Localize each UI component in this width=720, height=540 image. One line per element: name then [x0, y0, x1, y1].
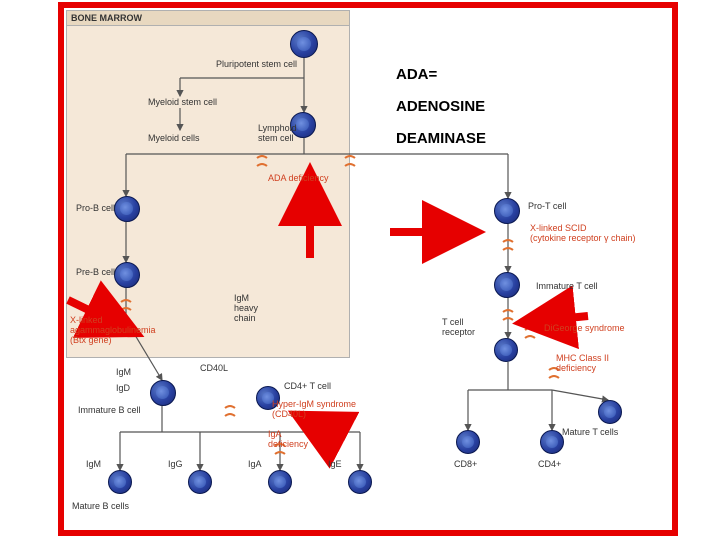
cell-mature-b1 [108, 470, 132, 494]
cell-label-mature-t: Mature T cells [562, 428, 618, 438]
cell-label-pluripotent: Pluripotent stem cell [216, 60, 297, 70]
label-19: MHC Class IIdeficiency [556, 354, 609, 374]
label-9: Hyper-IgM syndrome(CD40L) [272, 400, 356, 420]
cell-tcr-node [494, 338, 518, 362]
label-14: IgE [328, 460, 342, 470]
label-13: IgA [248, 460, 262, 470]
label-3: X-linkedagammaglobulinemia(Btx gene) [70, 316, 156, 346]
label-20: CD8+ [454, 460, 477, 470]
annotation-line1: ADA= [396, 66, 437, 83]
label-17: T cellreceptor [442, 318, 475, 338]
label-12: IgG [168, 460, 183, 470]
cell-pro-b [114, 196, 140, 222]
label-8: CD4+ T cell [284, 382, 331, 392]
cell-mature-t [598, 400, 622, 424]
label-16: X-linked SCID(cytokine receptor γ chain) [530, 224, 636, 244]
label-1: Myeloid cells [148, 134, 200, 144]
label-15: Mature B cells [72, 502, 129, 512]
bone-marrow-panel: BONE MARROW [66, 10, 350, 358]
label-5: CD40L [200, 364, 228, 374]
annotation-line2: ADENOSINE [396, 98, 485, 115]
label-10: IgAdeficiency [268, 430, 308, 450]
label-7: IgD [116, 384, 130, 394]
label-2: ADA deficiency [268, 174, 329, 184]
cell-mature-b2 [188, 470, 212, 494]
cell-cd8 [456, 430, 480, 454]
label-21: CD4+ [538, 460, 561, 470]
cell-immature-t [494, 272, 520, 298]
annotation-line3: DEAMINASE [396, 130, 486, 147]
panel-header: BONE MARROW [67, 11, 349, 26]
label-0: Myeloid stem cell [148, 98, 217, 108]
cell-pre-b [114, 262, 140, 288]
cell-pluripotent [290, 30, 318, 58]
label-6: IgM [116, 368, 131, 378]
cell-immature-b [150, 380, 176, 406]
label-18: DiGeorge syndrome [544, 324, 625, 334]
cell-label-pro-t: Pro-T cell [528, 202, 566, 212]
cell-label-pre-b: Pre-B cell [76, 268, 115, 278]
cell-mature-b4 [348, 470, 372, 494]
cell-label-immature-t: Immature T cell [536, 282, 598, 292]
cell-pro-t [494, 198, 520, 224]
label-11: IgM [86, 460, 101, 470]
cell-mature-b3 [268, 470, 292, 494]
cell-cd4 [540, 430, 564, 454]
cell-label-lymphoid: Lymphoidstem cell [258, 124, 297, 144]
cell-label-pro-b: Pro-B cell [76, 204, 115, 214]
label-4: IgMheavychain [234, 294, 258, 324]
cell-label-immature-b: Immature B cell [78, 406, 141, 416]
